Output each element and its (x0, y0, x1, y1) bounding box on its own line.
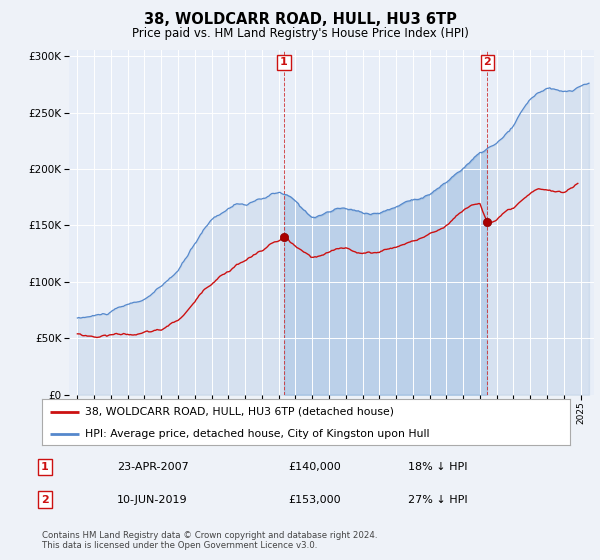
Text: 2: 2 (484, 58, 491, 67)
Text: 27% ↓ HPI: 27% ↓ HPI (408, 494, 467, 505)
Text: 1: 1 (280, 58, 288, 67)
Text: 18% ↓ HPI: 18% ↓ HPI (408, 462, 467, 472)
Text: 23-APR-2007: 23-APR-2007 (117, 462, 189, 472)
Text: 2: 2 (41, 494, 49, 505)
Text: Price paid vs. HM Land Registry's House Price Index (HPI): Price paid vs. HM Land Registry's House … (131, 27, 469, 40)
Text: £140,000: £140,000 (288, 462, 341, 472)
Text: 38, WOLDCARR ROAD, HULL, HU3 6TP: 38, WOLDCARR ROAD, HULL, HU3 6TP (143, 12, 457, 27)
Text: Contains HM Land Registry data © Crown copyright and database right 2024.
This d: Contains HM Land Registry data © Crown c… (42, 530, 377, 550)
Text: 38, WOLDCARR ROAD, HULL, HU3 6TP (detached house): 38, WOLDCARR ROAD, HULL, HU3 6TP (detach… (85, 407, 394, 417)
Text: 10-JUN-2019: 10-JUN-2019 (117, 494, 188, 505)
Text: 1: 1 (41, 462, 49, 472)
Text: HPI: Average price, detached house, City of Kingston upon Hull: HPI: Average price, detached house, City… (85, 429, 430, 438)
Text: £153,000: £153,000 (288, 494, 341, 505)
